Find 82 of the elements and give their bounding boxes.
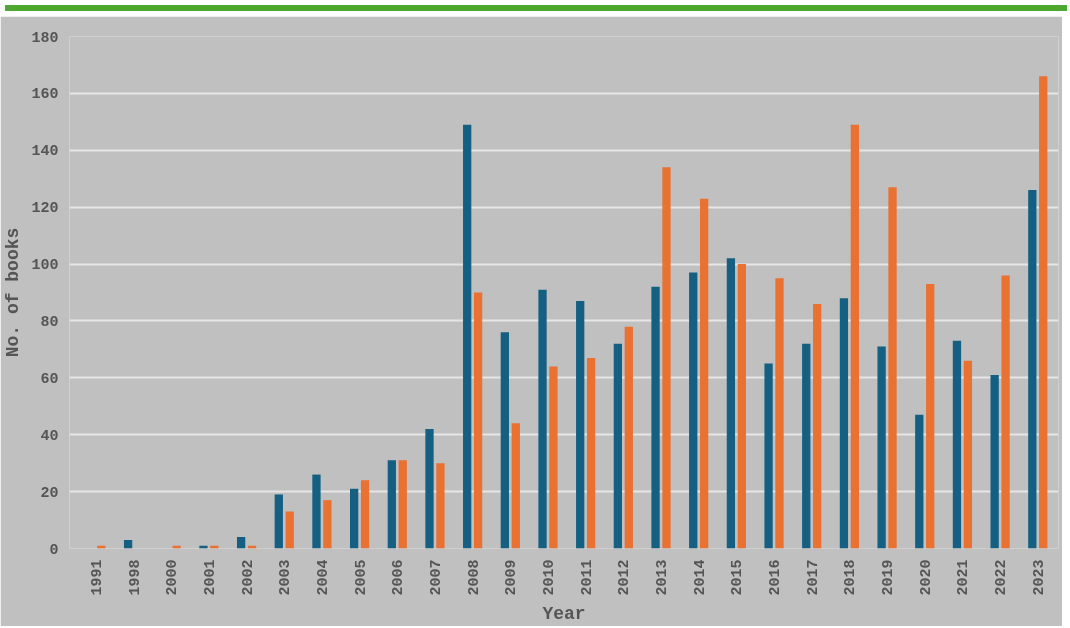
bar (425, 429, 434, 549)
x-tick-label: 2001 (201, 559, 219, 596)
x-tick-label: 2010 (540, 559, 558, 596)
bar (952, 340, 962, 549)
y-tick-label: 80 (40, 313, 59, 331)
x-tick-label: 2013 (654, 559, 672, 596)
y-tick-label: 180 (31, 29, 59, 47)
x-tick-label: 2020 (917, 559, 935, 596)
y-tick-label: 0 (49, 541, 59, 559)
x-tick-label: 2000 (164, 559, 182, 596)
bar (726, 258, 736, 549)
x-tick-label: 2012 (616, 559, 634, 596)
bar (360, 480, 370, 549)
x-tick-label: 2017 (804, 559, 822, 596)
bar (662, 167, 671, 549)
bar (236, 537, 246, 549)
x-tick-label: 2022 (993, 559, 1011, 596)
bar (350, 488, 359, 549)
bar (473, 292, 483, 549)
bar (651, 286, 660, 549)
x-axis-title: Year (542, 603, 586, 624)
bar (123, 539, 133, 549)
bar (398, 460, 407, 549)
y-tick-label: 120 (31, 200, 59, 218)
y-tick-label: 140 (31, 143, 59, 161)
bar (274, 494, 283, 549)
bar (613, 343, 623, 549)
bar (915, 414, 924, 549)
x-tick-label: 2015 (729, 559, 747, 596)
bar (813, 303, 822, 549)
y-tick-label: 20 (40, 484, 59, 502)
x-tick-label: 2016 (767, 559, 785, 596)
bar (990, 374, 999, 549)
bar (764, 363, 773, 549)
y-tick-label: 40 (40, 427, 59, 445)
bar (737, 264, 746, 549)
x-tick-label: 2007 (427, 559, 445, 596)
x-tick-label: 2018 (842, 559, 860, 596)
bar (463, 124, 472, 549)
bar (323, 500, 332, 549)
bar (576, 301, 585, 549)
bar (963, 360, 973, 549)
bar (549, 366, 558, 549)
bar (877, 346, 886, 549)
bar (312, 474, 321, 549)
bar (689, 272, 698, 549)
bar (1039, 76, 1048, 549)
x-tick-label: 2002 (239, 559, 257, 596)
x-tick-label: 2014 (691, 559, 709, 596)
x-tick-label: 2004 (314, 559, 332, 596)
x-tick-label: 2009 (503, 559, 521, 596)
bar (1001, 275, 1010, 549)
bar (1028, 190, 1037, 549)
x-tick-label: 2005 (352, 559, 370, 596)
x-tick-label: 2006 (390, 559, 408, 596)
bar (839, 298, 849, 549)
y-tick-label: 100 (31, 257, 59, 275)
x-tick-label: 2008 (465, 559, 483, 596)
x-tick-label: 2019 (880, 559, 898, 596)
bar (700, 198, 709, 549)
bar (538, 289, 547, 549)
x-tick-label: 1991 (88, 559, 106, 596)
y-axis-title: No. of books (3, 227, 24, 358)
x-tick-label: 2023 (1030, 559, 1048, 596)
x-tick-label: 2003 (277, 559, 295, 596)
bar (624, 326, 633, 549)
bar (888, 187, 897, 549)
bar (802, 343, 811, 549)
bar (387, 460, 396, 549)
bar (926, 283, 935, 549)
x-tick-label: 1998 (126, 559, 144, 596)
y-tick-label: 160 (31, 86, 59, 104)
bar (500, 332, 509, 549)
y-tick-label: 60 (40, 370, 59, 388)
bar (511, 423, 520, 549)
bar (586, 357, 596, 549)
x-tick-label: 2021 (955, 559, 973, 596)
x-tick-label: 2011 (578, 559, 596, 596)
bar (850, 124, 859, 549)
bar (436, 463, 445, 549)
bar (775, 278, 784, 549)
bar (285, 511, 294, 549)
